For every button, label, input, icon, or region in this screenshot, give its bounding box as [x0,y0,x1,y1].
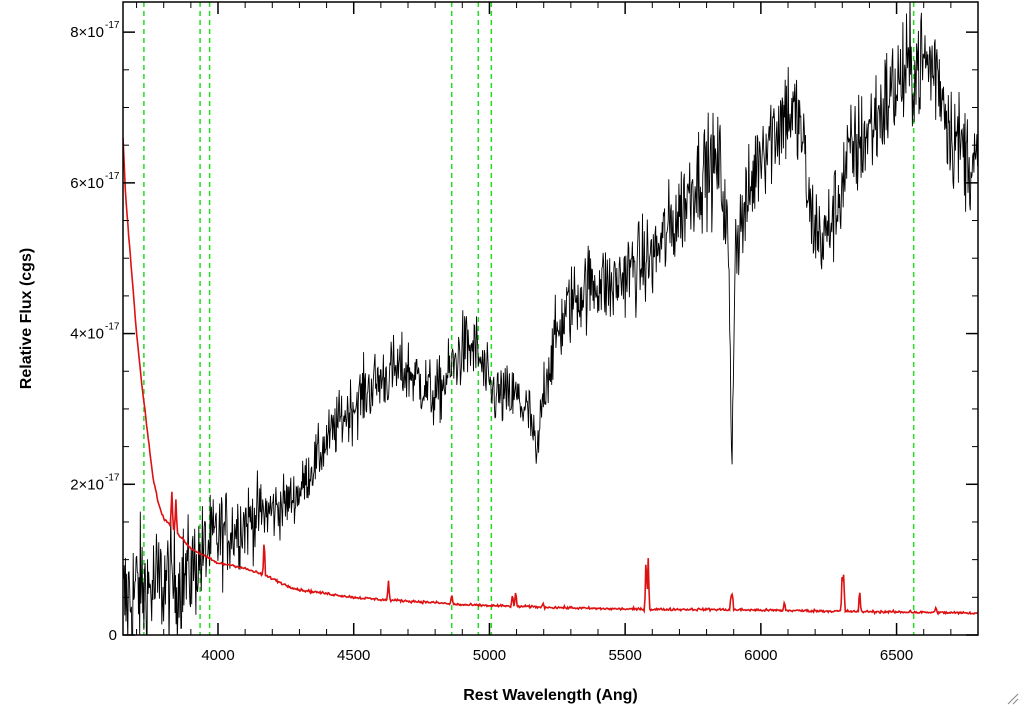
y-tick-exponent: -17 [105,322,120,333]
resize-grip-icon[interactable] [1007,693,1019,705]
y-tick-label: 0 [109,627,117,644]
y-tick-exponent: -17 [105,20,120,31]
plot-frame [122,1,979,636]
model-spectrum-line [123,137,978,616]
y-tick-label: 2×10 [70,476,104,493]
y-tick-label: 6×10 [70,175,104,192]
observed-spectrum-line [123,2,978,635]
y-tick-label: 8×10 [70,24,104,41]
x-tick-label: 4000 [201,647,234,664]
axis-ticks [123,2,979,636]
y-tick-exponent: -17 [105,171,120,182]
series-layer [123,2,978,635]
x-tick-labels: 4000 4500 5000 5500 6000 6500 [201,647,913,664]
y-tick-exponent: -17 [105,472,120,483]
vertical-reference-lines [143,2,915,635]
x-tick-label: 6500 [880,647,913,664]
y-tick-labels: 02×10 -174×10 -176×10 -178×10 -17 [70,20,120,644]
x-tick-label: 5000 [473,647,506,664]
y-axis-title: Relative Flux (cgs) [18,248,35,389]
x-tick-label: 5500 [608,647,641,664]
x-axis-title: Rest Wavelength (Ang) [463,687,638,704]
x-tick-label: 4500 [337,647,370,664]
y-tick-label: 4×10 [70,326,104,343]
x-tick-label: 6000 [744,647,777,664]
